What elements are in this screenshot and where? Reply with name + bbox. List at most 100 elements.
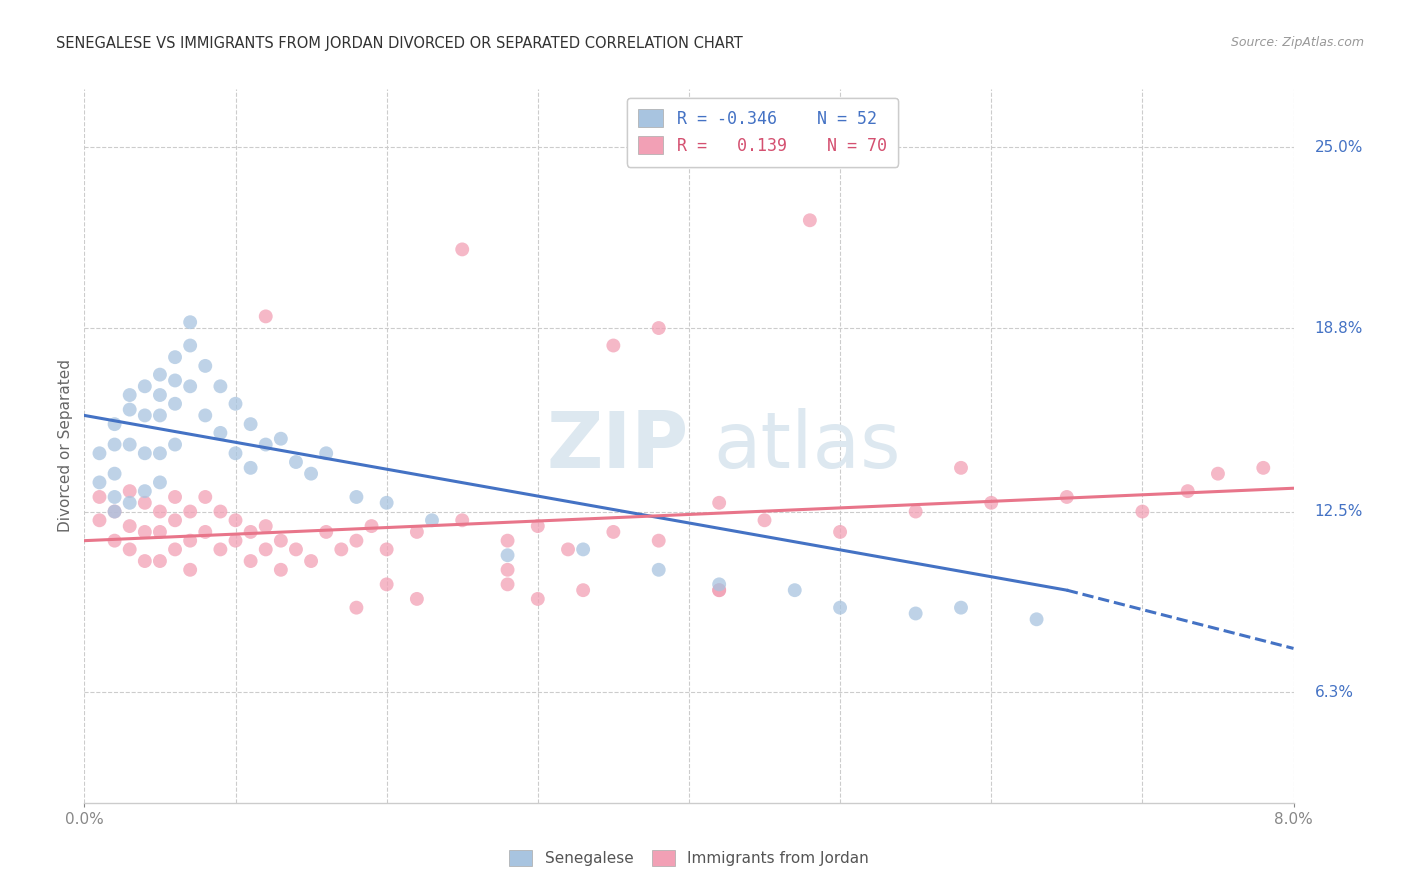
Point — [254, 542, 277, 557]
Point — [451, 243, 474, 257]
Text: 25.0%: 25.0% — [1315, 140, 1362, 155]
Point — [194, 524, 217, 539]
Point — [104, 490, 127, 504]
Point — [149, 475, 172, 490]
Point — [330, 542, 353, 557]
Point — [572, 583, 595, 598]
Point — [239, 554, 262, 568]
Point — [194, 490, 217, 504]
Point — [194, 359, 217, 373]
Point — [346, 490, 368, 504]
Point — [225, 397, 247, 411]
Point — [104, 437, 127, 451]
Point — [134, 554, 156, 568]
Point — [225, 533, 247, 548]
Point — [647, 321, 671, 335]
Point — [165, 542, 187, 557]
Point — [375, 496, 398, 510]
Point — [709, 496, 731, 510]
Point — [104, 467, 127, 481]
Point — [360, 519, 382, 533]
Point — [165, 513, 187, 527]
Point — [950, 460, 973, 475]
Point — [104, 533, 127, 548]
Point — [284, 542, 308, 557]
Point — [527, 519, 550, 533]
Point — [118, 437, 141, 451]
Point — [118, 484, 141, 499]
Point — [799, 213, 821, 227]
Point — [225, 513, 247, 527]
Point — [270, 432, 292, 446]
Text: 18.8%: 18.8% — [1315, 320, 1362, 335]
Point — [254, 310, 277, 324]
Point — [602, 338, 624, 352]
Point — [527, 591, 550, 606]
Point — [406, 591, 429, 606]
Point — [149, 368, 172, 382]
Point — [375, 577, 398, 591]
Point — [89, 490, 111, 504]
Point — [950, 600, 973, 615]
Point — [118, 519, 141, 533]
Point — [225, 446, 247, 460]
Point — [134, 409, 156, 423]
Point — [315, 446, 337, 460]
Point — [104, 417, 127, 432]
Point — [1251, 460, 1274, 475]
Point — [209, 379, 232, 393]
Point — [980, 496, 1002, 510]
Point — [134, 484, 156, 499]
Point — [149, 388, 172, 402]
Text: 6.3%: 6.3% — [1315, 685, 1354, 699]
Point — [134, 524, 156, 539]
Text: SENEGALESE VS IMMIGRANTS FROM JORDAN DIVORCED OR SEPARATED CORRELATION CHART: SENEGALESE VS IMMIGRANTS FROM JORDAN DIV… — [56, 36, 742, 51]
Point — [165, 397, 187, 411]
Point — [165, 350, 187, 364]
Point — [754, 513, 776, 527]
Point — [904, 607, 927, 621]
Point — [451, 513, 474, 527]
Point — [375, 542, 398, 557]
Text: atlas: atlas — [713, 408, 901, 484]
Point — [572, 542, 595, 557]
Point — [284, 455, 308, 469]
Point — [496, 548, 519, 562]
Point — [149, 504, 172, 518]
Point — [179, 379, 201, 393]
Point — [179, 533, 201, 548]
Point — [830, 524, 852, 539]
Text: 12.5%: 12.5% — [1315, 504, 1362, 519]
Point — [1025, 612, 1047, 626]
Point — [239, 460, 262, 475]
Point — [165, 437, 187, 451]
Point — [299, 467, 322, 481]
Point — [346, 533, 368, 548]
Point — [179, 563, 201, 577]
Point — [179, 504, 201, 518]
Point — [299, 554, 322, 568]
Point — [165, 490, 187, 504]
Point — [1132, 504, 1154, 518]
Point — [270, 533, 292, 548]
Point — [709, 583, 731, 598]
Point — [89, 513, 111, 527]
Point — [149, 409, 172, 423]
Legend: R = -0.346    N = 52, R =   0.139    N = 70: R = -0.346 N = 52, R = 0.139 N = 70 — [627, 97, 898, 167]
Point — [239, 524, 262, 539]
Point — [557, 542, 579, 557]
Point — [149, 446, 172, 460]
Point — [496, 533, 519, 548]
Point — [209, 504, 232, 518]
Point — [602, 524, 624, 539]
Text: ZIP: ZIP — [547, 408, 689, 484]
Point — [118, 402, 141, 417]
Point — [647, 533, 671, 548]
Point — [209, 542, 232, 557]
Y-axis label: Divorced or Separated: Divorced or Separated — [58, 359, 73, 533]
Point — [209, 425, 232, 440]
Point — [194, 409, 217, 423]
Point — [406, 524, 429, 539]
Point — [420, 513, 443, 527]
Point — [346, 600, 368, 615]
